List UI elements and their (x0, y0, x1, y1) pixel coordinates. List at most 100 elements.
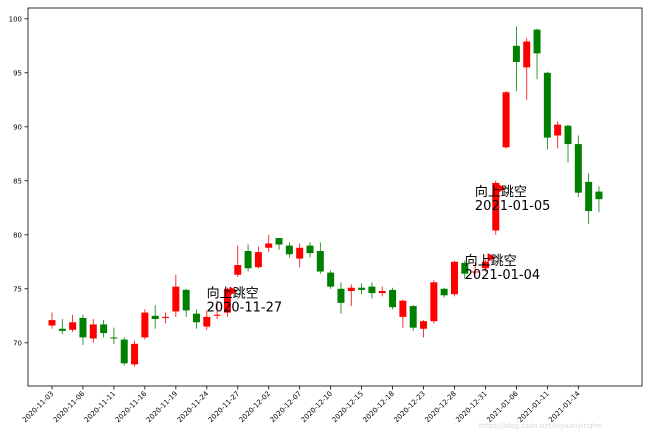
candle (420, 320, 428, 338)
candle-body (574, 144, 582, 193)
candle-body (58, 328, 66, 331)
candle-body (533, 29, 541, 54)
candle (131, 340, 139, 367)
candle (512, 26, 520, 92)
candle-body (585, 181, 593, 212)
candle-body (523, 41, 531, 68)
candle (471, 262, 479, 276)
candle-body (409, 306, 417, 328)
candle-body (368, 286, 376, 294)
annotation-label: 向上跳空 (465, 253, 517, 269)
candle-body (120, 339, 128, 364)
y-tick-label: 100 (9, 15, 22, 23)
candle (347, 284, 355, 307)
candle-body (502, 92, 510, 148)
candle (440, 287, 448, 298)
x-tick-label: 2020-11-27 (207, 390, 241, 424)
candle (399, 299, 407, 328)
candle-body (378, 290, 386, 294)
candle (337, 282, 345, 314)
candle (316, 242, 324, 274)
candle-body (296, 247, 304, 259)
candle-body (223, 288, 231, 313)
candle-body (481, 261, 489, 269)
candle-body (131, 343, 139, 365)
candle-body (213, 314, 221, 316)
candle (502, 91, 510, 149)
candle-body (595, 191, 603, 200)
candle (192, 309, 200, 329)
candle (110, 327, 118, 344)
x-axis: 2020-11-032020-11-062020-11-112020-11-16… (21, 386, 582, 424)
candle (265, 234, 273, 253)
candle-body (244, 251, 252, 269)
candle-body (234, 265, 242, 275)
candle (554, 121, 562, 149)
candle (409, 305, 417, 331)
candle (182, 288, 190, 317)
candle (543, 71, 551, 150)
candle (492, 180, 500, 235)
candle-body (512, 45, 520, 62)
candle-body (543, 72, 551, 138)
candle (100, 320, 108, 338)
candle-body (389, 289, 397, 308)
x-tick-label: 2021-01-06 (485, 389, 520, 424)
candle-body (79, 317, 87, 338)
y-tick-label: 95 (13, 69, 22, 77)
candle (327, 270, 335, 289)
candle-body (420, 321, 428, 329)
candle (574, 135, 582, 197)
annotation-date: 2020-11-27 (207, 300, 283, 315)
y-tick-label: 75 (13, 285, 22, 293)
annotation-date: 2021-01-05 (475, 199, 551, 214)
candle-body (275, 238, 283, 245)
x-tick-label: 2020-11-16 (114, 389, 149, 424)
candle-body (141, 312, 149, 338)
candle-body (254, 252, 262, 268)
candle-body (48, 320, 56, 326)
x-tick-label: 2020-12-18 (362, 390, 396, 424)
x-tick-label: 2020-12-28 (423, 390, 457, 424)
x-tick-label: 2020-12-15 (331, 390, 365, 424)
y-tick-label: 90 (13, 123, 22, 131)
candle-body (337, 288, 345, 303)
gap-marker (229, 286, 238, 296)
candle (595, 186, 603, 213)
candle (151, 305, 159, 329)
candle-body (110, 337, 118, 339)
annotation-label: 向上跳空 (475, 184, 527, 200)
candle (69, 314, 77, 332)
candle (172, 274, 180, 317)
candle-body (100, 324, 108, 334)
candle-body (172, 286, 180, 312)
candle (203, 310, 211, 330)
candle (275, 238, 283, 250)
candle (89, 319, 97, 343)
x-tick-label: 2021-01-11 (516, 390, 550, 424)
candle (533, 28, 541, 80)
y-tick-label: 80 (13, 231, 22, 239)
candle-body (554, 124, 562, 136)
candle (285, 242, 293, 258)
plot-frame (27, 7, 643, 387)
candle-body (492, 182, 500, 231)
y-tick-label: 70 (13, 339, 22, 347)
candles (48, 26, 603, 367)
x-tick-label: 2020-12-31 (454, 390, 488, 424)
candle-body (151, 315, 159, 320)
candle-body (89, 324, 97, 339)
y-tick-label: 85 (13, 177, 22, 185)
candle (378, 286, 386, 297)
candle-body (192, 313, 200, 323)
candle (461, 260, 469, 280)
candle (254, 246, 262, 269)
candle-body (564, 125, 572, 145)
candle (306, 242, 314, 258)
candle-body (162, 316, 170, 318)
candle-body (285, 245, 293, 255)
candle (244, 244, 252, 272)
